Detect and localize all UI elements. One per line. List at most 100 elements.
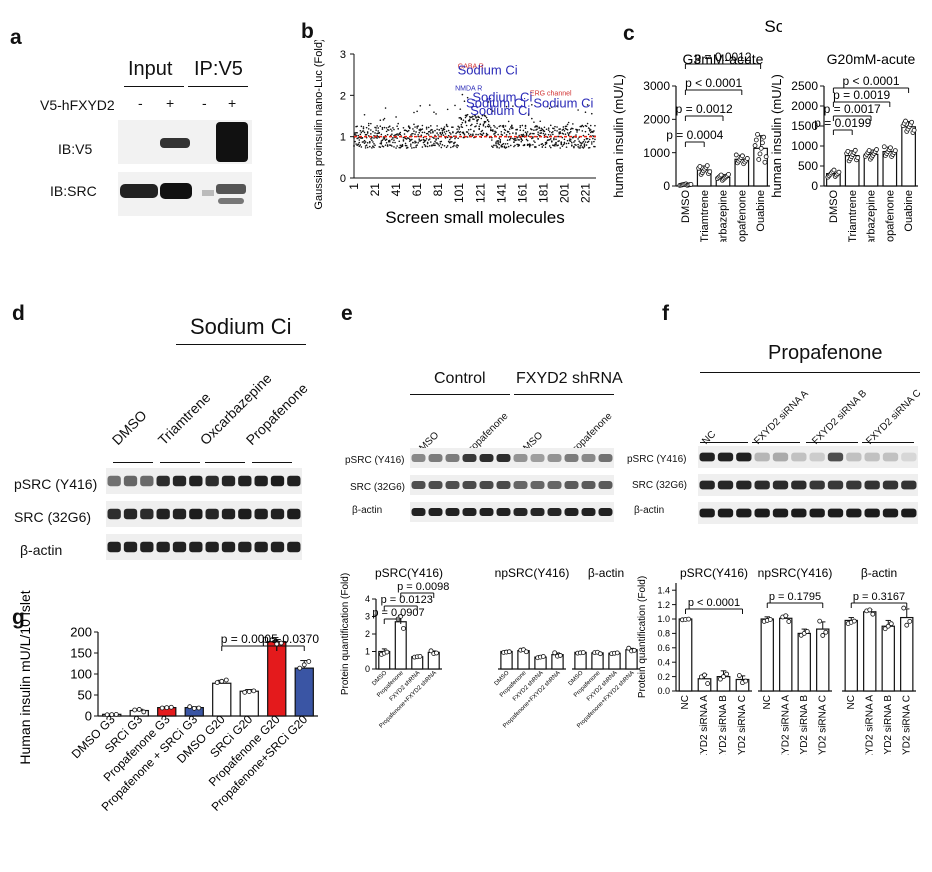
data-point	[454, 137, 456, 140]
data-point	[358, 145, 361, 148]
data-point	[418, 138, 421, 141]
data-point	[403, 133, 406, 135]
data-point	[555, 138, 557, 141]
data-point	[360, 125, 363, 128]
x-tick-label: 61	[410, 183, 424, 197]
data-point	[544, 143, 547, 146]
data-point	[463, 133, 466, 136]
data-point	[545, 128, 548, 131]
data-point	[580, 650, 586, 655]
data-point	[594, 124, 596, 127]
data-point	[534, 141, 536, 144]
data-point	[416, 144, 418, 146]
data-point	[552, 650, 558, 656]
data-point	[504, 125, 507, 127]
data-point	[562, 128, 565, 131]
data-point	[387, 126, 390, 128]
bar	[901, 126, 916, 187]
y-tick-label: 3	[365, 612, 370, 622]
x-tick-label: 1	[347, 183, 361, 190]
f-blot-label-psrc: pSRC (Y416)	[627, 454, 687, 465]
data-point	[512, 137, 514, 140]
data-point	[458, 128, 461, 130]
data-point	[382, 145, 385, 148]
data-point	[415, 146, 417, 149]
data-point	[540, 132, 543, 134]
data-point	[269, 637, 275, 643]
data-point	[506, 142, 509, 145]
data-point	[467, 133, 470, 135]
data-point	[441, 144, 444, 146]
chart-title: β-actin	[588, 566, 624, 580]
annotation-label: ERG channel	[530, 90, 572, 97]
data-point	[563, 141, 566, 144]
data-point	[567, 133, 570, 135]
blot-strip	[410, 448, 614, 468]
blot-band	[699, 508, 715, 518]
blot-band	[172, 475, 187, 487]
blot-band	[172, 541, 187, 553]
data-point	[278, 640, 284, 646]
panel-c-label: c	[623, 22, 635, 45]
x-tick-label: 161	[515, 183, 529, 203]
data-point	[506, 139, 509, 142]
data-point	[435, 113, 437, 115]
data-point	[402, 139, 405, 141]
data-point	[385, 127, 388, 129]
blot-band	[140, 508, 154, 520]
data-point	[475, 125, 477, 127]
blot-strip	[106, 468, 302, 494]
blot-band	[411, 508, 426, 516]
data-point	[368, 145, 371, 148]
data-point	[540, 127, 543, 130]
category-label: Propafenone	[736, 190, 748, 242]
data-point	[435, 139, 437, 141]
f-lane-bar-4	[862, 442, 914, 443]
y-tick-label: 1.4	[657, 585, 670, 595]
data-point	[484, 115, 487, 117]
blot-band	[189, 508, 203, 520]
data-point	[455, 132, 457, 135]
data-point	[517, 136, 519, 138]
data-point	[385, 142, 388, 144]
data-point	[519, 129, 522, 132]
data-point	[445, 146, 448, 149]
data-point	[450, 146, 452, 149]
bar	[797, 632, 811, 692]
data-point	[421, 128, 424, 130]
category-label: Oxcarbazepine	[866, 190, 878, 242]
data-point	[482, 132, 485, 134]
data-point	[413, 123, 415, 126]
data-point	[464, 120, 467, 123]
y-tick-label: 0.6	[657, 643, 670, 653]
y-axis-label: human insulin (mU/L)	[769, 74, 784, 198]
data-point	[592, 137, 594, 140]
category-label: Triamtrene	[699, 190, 711, 242]
data-point	[549, 134, 552, 136]
data-point	[451, 141, 453, 143]
blot-band	[864, 480, 880, 490]
data-point	[466, 136, 469, 138]
data-point	[472, 133, 474, 135]
blot-band	[254, 508, 268, 520]
data-point	[438, 129, 441, 131]
category-label: DMSO	[680, 190, 692, 223]
category-label: FXYD2 siRNA A	[699, 695, 710, 755]
blot-band	[754, 452, 770, 462]
data-point	[580, 144, 583, 146]
data-point	[489, 108, 492, 111]
data-point	[536, 128, 538, 130]
data-point	[353, 137, 355, 139]
data-point	[372, 130, 374, 133]
data-point	[888, 621, 894, 627]
chart-title: pSRC(Y416)	[375, 566, 443, 580]
blot-band	[882, 480, 899, 490]
data-point	[355, 134, 357, 137]
data-point	[554, 145, 556, 147]
data-point	[469, 133, 472, 136]
blot-band	[254, 541, 268, 553]
data-point	[495, 144, 497, 147]
data-point	[459, 133, 462, 136]
blot-band	[530, 508, 545, 516]
